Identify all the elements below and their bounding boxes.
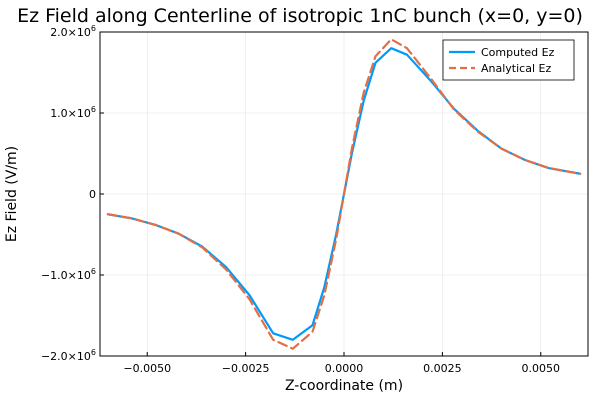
legend-label-computed-ez: Computed Ez [481,46,555,59]
y-tick-label: 2.0×106 [50,24,96,39]
x-tick-label: 0.0000 [325,362,364,375]
y-axis-label: Ez Field (V/m) [4,146,20,242]
y-tick-label: 0 [89,188,96,201]
tick-labels: −0.0050 −0.0025 0.0000 0.0025 0.0050 −2.0×106… [41,24,560,375]
y-tick-label: −2.0×106 [41,348,96,363]
x-tick-label: −0.0025 [222,362,270,375]
series-line-analytical-ez [106,38,582,350]
y-tick-label: 1.0×106 [50,105,96,120]
x-tick-label: 0.0025 [423,362,462,375]
series-layer [106,38,582,350]
x-axis-label: Z-coordinate (m) [285,378,403,394]
y-tick-label: −1.0×106 [41,267,96,282]
chart-title: Ez Field along Centerline of isotropic 1… [17,5,583,27]
x-tick-label: 0.0050 [522,362,561,375]
legend-box [442,39,575,81]
legend: Computed Ez Analytical Ez [442,39,575,81]
x-tick-label: −0.0050 [123,362,171,375]
legend-label-analytical-ez: Analytical Ez [481,62,551,75]
